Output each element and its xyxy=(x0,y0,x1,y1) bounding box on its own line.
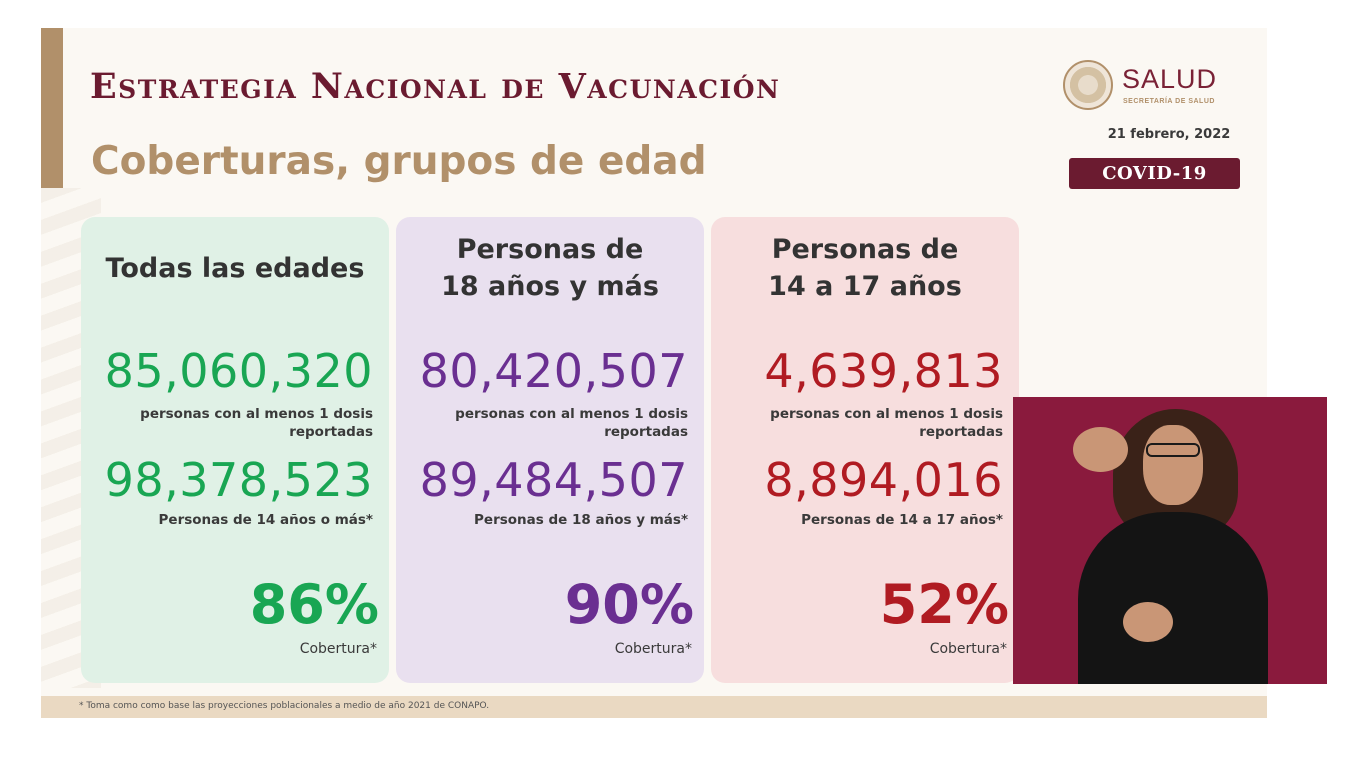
population-count: 8,894,016 xyxy=(764,453,1003,507)
interpreter-hand xyxy=(1123,602,1173,642)
coverage-percent: 90% xyxy=(564,573,694,636)
population-label: Personas de 14 a 17 años* xyxy=(801,512,1003,528)
salud-logo: SALUD SECRETARÍA DE SALUD xyxy=(1063,58,1263,114)
card-heading-cont: 14 a 17 años xyxy=(768,271,962,302)
page-title: Estrategia Nacional de Vacunación xyxy=(90,66,781,107)
vaccinated-count: 4,639,813 xyxy=(764,344,1003,398)
gold-accent-bar xyxy=(41,28,63,188)
interpreter-body xyxy=(1078,512,1268,684)
card-heading: Personas de xyxy=(456,234,644,265)
logo-name: SALUD xyxy=(1122,64,1218,94)
page-subtitle: Coberturas, grupos de edad xyxy=(91,139,707,184)
coverage-percent: 86% xyxy=(249,573,379,636)
interpreter-hand xyxy=(1073,427,1128,472)
covid-badge: COVID-19 xyxy=(1069,158,1240,189)
vaccinated-count: 80,420,507 xyxy=(419,344,688,398)
population-count: 89,484,507 xyxy=(419,453,688,507)
vaccinated-label-cont: reportadas xyxy=(919,424,1003,440)
card-heading: Todas las edades xyxy=(105,253,365,284)
vaccinated-label: personas con al menos 1 dosis xyxy=(770,406,1003,422)
sign-language-interpreter-video xyxy=(1013,397,1327,684)
glasses-icon xyxy=(1146,443,1200,457)
coverage-label: Cobertura* xyxy=(299,641,377,657)
vaccinated-label-cont: reportadas xyxy=(289,424,373,440)
population-label: Personas de 14 años o más* xyxy=(158,512,373,528)
footer-bar xyxy=(41,696,1267,718)
card-14-to-17: Personas de 14 a 17 años 4,639,813 perso… xyxy=(711,217,1019,683)
vaccinated-count: 85,060,320 xyxy=(104,344,373,398)
coat-of-arms-seal-icon xyxy=(1063,60,1113,110)
card-18-plus: Personas de 18 años y más 80,420,507 per… xyxy=(396,217,704,683)
card-heading-cont: 18 años y más xyxy=(441,271,659,302)
card-all-ages: Todas las edades 85,060,320 personas con… xyxy=(81,217,389,683)
vaccinated-label-cont: reportadas xyxy=(604,424,688,440)
card-heading: Personas de xyxy=(771,234,959,265)
report-date: 21 febrero, 2022 xyxy=(1107,127,1231,142)
coverage-label: Cobertura* xyxy=(614,641,692,657)
footnote: * Toma como como base las proyecciones p… xyxy=(79,701,490,711)
interpreter-face xyxy=(1143,425,1203,505)
logo-subname: SECRETARÍA DE SALUD xyxy=(1123,98,1215,105)
population-label: Personas de 18 años y más* xyxy=(474,512,688,528)
coverage-label: Cobertura* xyxy=(929,641,1007,657)
vaccinated-label: personas con al menos 1 dosis xyxy=(455,406,688,422)
slide: Estrategia Nacional de Vacunación Cobert… xyxy=(41,28,1267,718)
population-count: 98,378,523 xyxy=(104,453,373,507)
coverage-percent: 52% xyxy=(879,573,1009,636)
vaccinated-label: personas con al menos 1 dosis xyxy=(140,406,373,422)
